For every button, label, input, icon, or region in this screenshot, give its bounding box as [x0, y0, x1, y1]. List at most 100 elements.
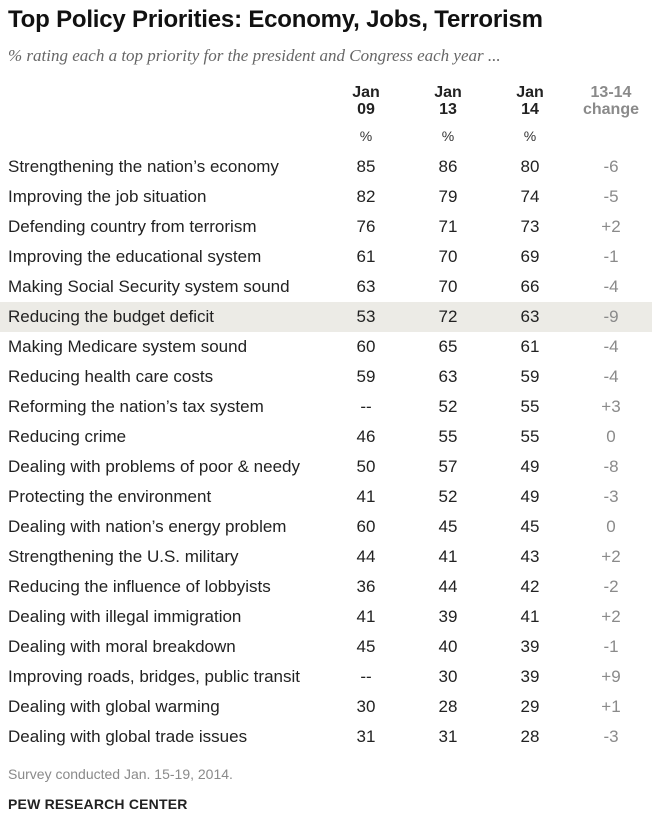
cell-jan13: 86: [438, 157, 458, 176]
table-row: Reducing the influence of lobbyists 36 44 4…: [0, 572, 652, 602]
cell-change: 0: [606, 427, 616, 446]
cell-jan14: 41: [520, 607, 540, 626]
row-label: Making Social Security system sound: [8, 277, 290, 296]
cell-jan09: 41: [356, 607, 376, 626]
cell-jan09: 45: [356, 637, 376, 656]
chart-subtitle: % rating each a top priority for the pre…: [8, 46, 501, 65]
cell-change: -8: [603, 457, 619, 476]
cell-jan09: 60: [356, 337, 376, 356]
table-row: Improving roads, bridges, public transit…: [0, 662, 652, 692]
cell-jan13: 55: [438, 427, 458, 446]
table-row: Reducing the budget deficit 53 72 63 -9: [0, 302, 652, 332]
cell-change: +9: [601, 667, 621, 686]
cell-change: -5: [603, 187, 619, 206]
row-label: Reducing crime: [8, 427, 127, 446]
cell-change: -4: [603, 277, 619, 296]
cell-jan13: 65: [438, 337, 458, 356]
cell-jan14: 74: [520, 187, 540, 206]
column-header-change-line2: change: [582, 101, 639, 118]
column-header-jan13-line1: Jan: [434, 84, 462, 101]
table-row: Strengthening the U.S. military 44 41 43 +2: [0, 542, 652, 572]
row-label: Protecting the environment: [8, 487, 212, 506]
table-row: Reducing health care costs 59 63 59 -4: [0, 362, 652, 392]
row-label: Defending country from terrorism: [8, 217, 257, 236]
column-header-jan09: Jan 09: [326, 84, 406, 118]
table-row: Dealing with global warming 30 28 29 +1: [0, 692, 652, 722]
cell-change: +2: [601, 607, 621, 626]
cell-jan09: 59: [356, 367, 376, 386]
cell-change: -3: [603, 727, 619, 746]
table-row: Dealing with moral breakdown 45 40 39 -1: [0, 632, 652, 662]
table-row: Reforming the nation’s tax system -- 52 55 +…: [0, 392, 652, 422]
source-label: PEW RESEARCH CENTER: [8, 796, 188, 812]
cell-jan13: 57: [438, 457, 458, 476]
row-label: Dealing with moral breakdown: [8, 637, 236, 656]
cell-jan14: 49: [520, 457, 540, 476]
cell-jan13: 70: [438, 277, 458, 296]
cell-jan09: 46: [356, 427, 376, 446]
unit-label-jan14: %: [523, 128, 537, 144]
cell-jan14: 43: [520, 547, 540, 566]
column-header-change-line1: 13-14: [590, 84, 632, 101]
cell-change: -4: [603, 367, 619, 386]
survey-note: Survey conducted Jan. 15-19, 2014.: [8, 766, 233, 782]
cell-jan14: 28: [520, 727, 540, 746]
cell-jan14: 39: [520, 637, 540, 656]
cell-jan13: 40: [438, 637, 458, 656]
cell-change: 0: [606, 517, 616, 536]
chart-title: Top Policy Priorities: Economy, Jobs, Te…: [8, 6, 543, 33]
cell-jan14: 61: [520, 337, 540, 356]
cell-jan14: 45: [520, 517, 540, 536]
table-row: Dealing with global trade issues 31 31 28 -3: [0, 722, 652, 752]
row-label: Improving the educational system: [8, 247, 262, 266]
cell-change: -4: [603, 337, 619, 356]
cell-jan14: 69: [520, 247, 540, 266]
cell-jan09: 63: [356, 277, 376, 296]
cell-change: -6: [603, 157, 619, 176]
row-label: Improving the job situation: [8, 187, 207, 206]
table-row: Dealing with problems of poor & needy 50 5…: [0, 452, 652, 482]
cell-jan09: 85: [356, 157, 376, 176]
table-row: Improving the educational system 61 70 69 -1: [0, 242, 652, 272]
cell-jan13: 28: [438, 697, 458, 716]
cell-jan14: 49: [520, 487, 540, 506]
cell-jan13: 71: [438, 217, 458, 236]
column-header-jan14-line2: 14: [521, 101, 539, 118]
cell-jan09: --: [360, 397, 372, 416]
cell-change: +3: [601, 397, 621, 416]
column-header-jan13: Jan 13: [408, 84, 488, 118]
cell-jan13: 52: [438, 487, 458, 506]
cell-jan14: 39: [520, 667, 540, 686]
cell-jan13: 41: [438, 547, 458, 566]
table-row: Making Social Security system sound 63 70 6…: [0, 272, 652, 302]
cell-jan14: 42: [520, 577, 540, 596]
column-header-jan14-line1: Jan: [516, 84, 544, 101]
column-header-jan09-line1: Jan: [352, 84, 380, 101]
row-label: Reducing health care costs: [8, 367, 214, 386]
cell-jan09: 30: [356, 697, 376, 716]
table-row: Protecting the environment 41 52 49 -3: [0, 482, 652, 512]
cell-jan14: 55: [520, 397, 540, 416]
cell-jan09: 31: [356, 727, 376, 746]
cell-jan09: 41: [356, 487, 376, 506]
cell-jan13: 79: [438, 187, 458, 206]
row-label: Reforming the nation’s tax system: [8, 397, 264, 416]
cell-jan09: 82: [356, 187, 376, 206]
table-row: Dealing with illegal immigration 41 39 41 +2: [0, 602, 652, 632]
table-row: Strengthening the nation’s economy 85 86 80…: [0, 152, 652, 182]
table-row: Reducing crime 46 55 55 0: [0, 422, 652, 452]
row-label: Strengthening the U.S. military: [8, 547, 239, 566]
cell-change: -1: [603, 637, 619, 656]
cell-jan14: 59: [520, 367, 540, 386]
cell-jan14: 80: [520, 157, 540, 176]
cell-jan09: --: [360, 667, 372, 686]
row-label: Improving roads, bridges, public transit: [8, 667, 300, 686]
table-row: Dealing with nation’s energy problem 60 45…: [0, 512, 652, 542]
cell-change: -2: [603, 577, 619, 596]
row-label: Dealing with global trade issues: [8, 727, 248, 746]
cell-jan14: 63: [520, 307, 540, 326]
row-label: Making Medicare system sound: [8, 337, 248, 356]
unit-label-jan13: %: [441, 128, 455, 144]
unit-label-jan09: %: [359, 128, 373, 144]
cell-jan09: 44: [356, 547, 376, 566]
